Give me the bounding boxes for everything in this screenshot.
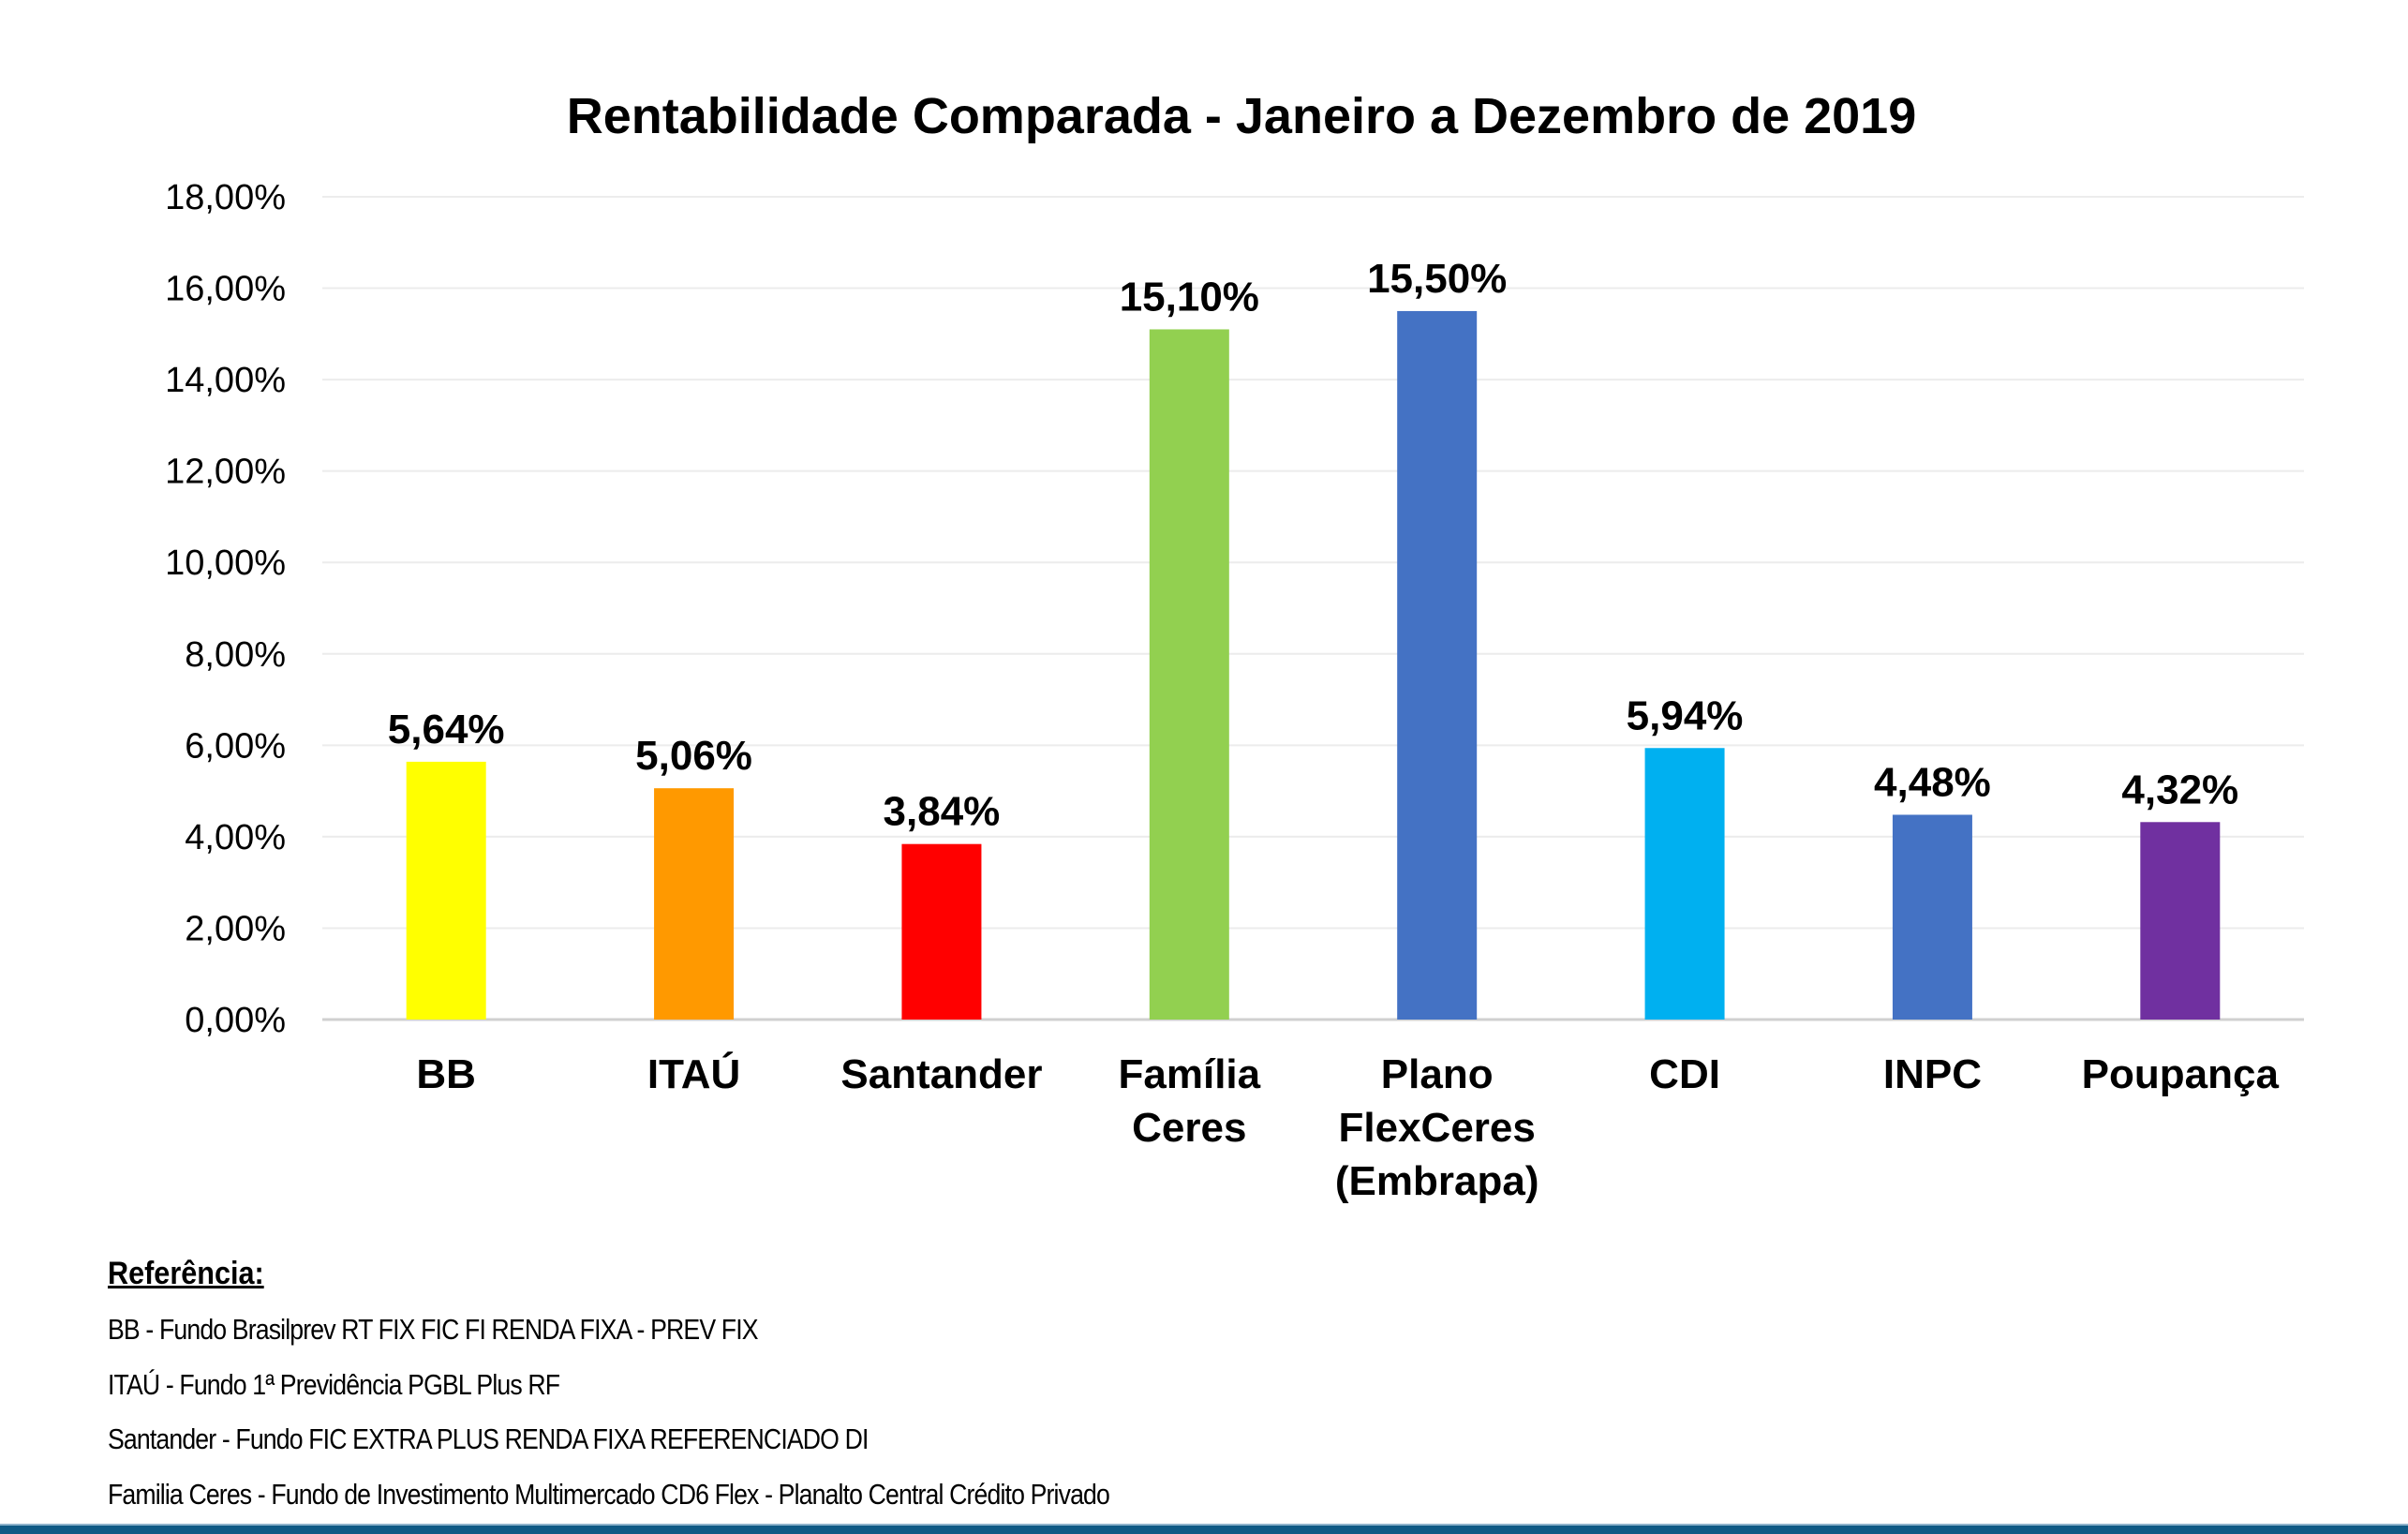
data-label: 5,64% <box>388 707 505 752</box>
bar-chart: Rentabilidade Comparada - Janeiro a Deze… <box>165 88 2304 1204</box>
data-label: 15,10% <box>1120 274 1259 320</box>
y-tick-label: 6,00% <box>185 726 286 766</box>
data-label: 5,06% <box>635 733 752 779</box>
bar <box>1397 310 1478 1020</box>
references-heading: Referência: <box>108 1256 264 1291</box>
bar <box>1149 329 1229 1020</box>
x-category-label: ITAÚ <box>647 1050 740 1097</box>
x-category-label: (Embrapa) <box>1335 1158 1539 1204</box>
chart-title: Rentabilidade Comparada - Janeiro a Deze… <box>567 88 1916 144</box>
y-tick-label: 10,00% <box>165 544 286 583</box>
y-tick-label: 14,00% <box>165 361 286 400</box>
bar <box>406 761 486 1020</box>
x-category-label: CDI <box>1649 1051 1720 1097</box>
reference-santander: Santander - Fundo FIC EXTRA PLUS RENDA F… <box>108 1422 869 1455</box>
reference-bb: BB - Fundo Brasilprev RT FIX FIC FI REND… <box>108 1313 759 1346</box>
references: Referência: BB - Fundo Brasilprev RT FIX… <box>108 1256 1272 1532</box>
x-category-label: Poupança <box>2082 1051 2280 1097</box>
x-category-label: Ceres <box>1132 1105 1246 1151</box>
x-category-label: Santander <box>840 1051 1042 1097</box>
data-label: 4,48% <box>1874 759 1991 805</box>
x-category-label: Plano <box>1381 1051 1494 1097</box>
x-category-label: BB <box>416 1051 476 1097</box>
bar <box>654 788 735 1020</box>
data-label: 5,94% <box>1627 693 1744 738</box>
bar <box>2140 822 2221 1020</box>
y-tick-label: 2,00% <box>185 909 286 948</box>
y-tick-label: 16,00% <box>165 270 286 309</box>
y-tick-label: 4,00% <box>185 818 286 857</box>
bar <box>901 843 982 1020</box>
x-category-label: FlexCeres <box>1339 1105 1536 1151</box>
data-label: 3,84% <box>884 789 1001 835</box>
y-tick-label: 8,00% <box>185 635 286 675</box>
y-tick-label: 0,00% <box>185 1001 286 1040</box>
bottom-bar <box>0 1524 2408 1534</box>
y-tick-label: 18,00% <box>165 178 286 217</box>
bar <box>1644 748 1725 1020</box>
y-tick-label: 12,00% <box>165 453 286 492</box>
data-label: 15,50% <box>1367 256 1507 302</box>
reference-itau: ITAÚ - Fundo 1ª Previdência PGBL Plus RF <box>108 1367 560 1401</box>
data-label: 4,32% <box>2121 767 2238 812</box>
reference-familia-ceres: Familia Ceres - Fundo de Investimento Mu… <box>108 1477 1110 1511</box>
x-category-label: INPC <box>1883 1051 1982 1097</box>
x-category-label: Família <box>1119 1051 1261 1097</box>
bar <box>1892 814 1972 1020</box>
